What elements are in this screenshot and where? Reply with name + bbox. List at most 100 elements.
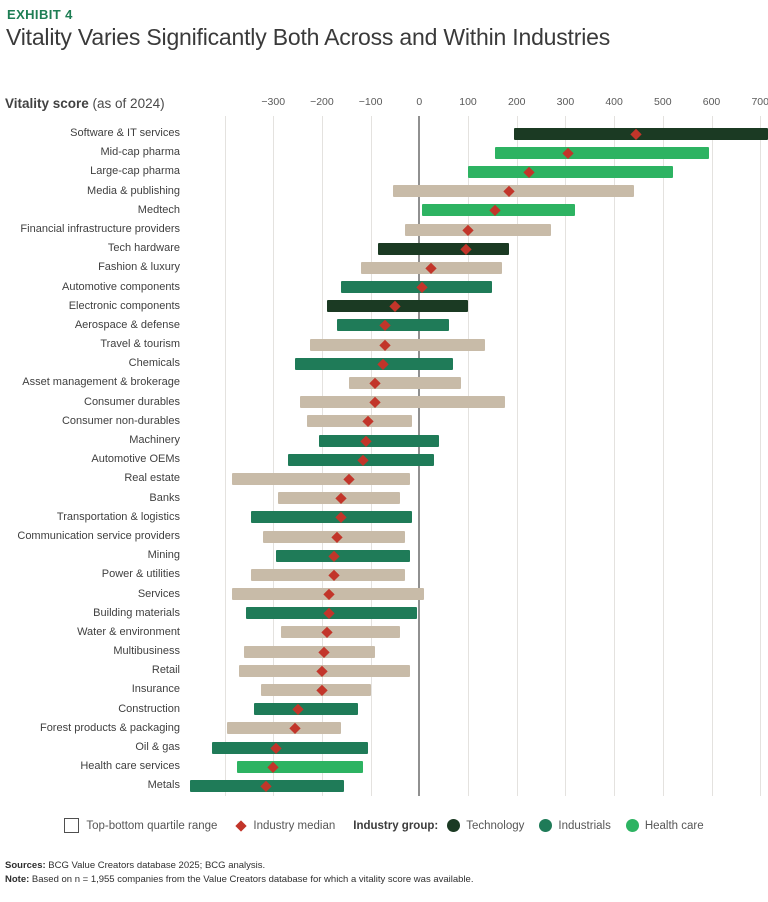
quartile-range-bar [404, 223, 551, 236]
chart-row [188, 623, 768, 642]
row-label: Oil & gas [135, 741, 180, 753]
row-label: Mid-cap pharma [100, 146, 180, 159]
row-label: Metals [147, 779, 180, 792]
row-label: Communication service providers [17, 529, 180, 542]
chart-row [188, 527, 768, 546]
row-label: Power & utilities [101, 568, 180, 581]
chart-row [188, 565, 768, 584]
chart-row [188, 143, 768, 162]
axis-tick-label: −300 [261, 96, 286, 108]
legend-item-median: Industry median [235, 820, 335, 832]
quartile-range-bar [336, 319, 449, 332]
row-label: Automotive components [61, 280, 180, 293]
row-label: Travel & tourism [100, 338, 180, 351]
legend: Top-bottom quartile range Industry media… [0, 818, 768, 833]
gridline [565, 116, 567, 796]
row-label: Building materials [93, 606, 180, 619]
legend-healthcare-label: Health care [644, 819, 704, 832]
quartile-range-bar [253, 703, 359, 716]
axis-tick-label: 600 [702, 96, 721, 108]
gridline [614, 116, 616, 796]
axis-tick-label: 300 [556, 96, 575, 108]
row-label: Aerospace & defense [74, 318, 180, 331]
chart-row [188, 239, 768, 258]
quartile-range-bar [212, 741, 369, 754]
chart-row [188, 316, 768, 335]
row-label: Mining [147, 549, 180, 562]
legend-item-healthcare: Health care [625, 819, 704, 832]
row-label: Electronic components [68, 299, 180, 312]
page-title: Vitality Varies Significantly Both Acros… [6, 24, 610, 50]
row-label: Media & publishing [87, 184, 180, 197]
axis-tick-label: −200 [310, 96, 334, 108]
footer-note-label: Note: [5, 873, 30, 885]
axis-tick-label: 400 [605, 96, 623, 108]
row-label: Real estate [124, 472, 180, 485]
chart-row [188, 393, 768, 412]
chart-row [188, 546, 768, 565]
footer-sources: Sources: BCG Value Creators database 202… [5, 859, 473, 873]
chart-row [188, 162, 768, 181]
legend-industrials-label: Industrials [558, 819, 611, 832]
chart-row [188, 661, 768, 680]
quartile-range-bar [236, 760, 364, 773]
technology-swatch-icon [447, 819, 461, 832]
row-label: Services [137, 587, 180, 600]
row-label: Financial infrastructure providers [20, 222, 180, 235]
legend-group-title-label: Industry group: [353, 819, 439, 832]
chart-row [188, 680, 768, 699]
chart-row [188, 469, 768, 488]
row-label: Forest products & packaging [39, 721, 180, 734]
row-label: Retail [151, 664, 180, 677]
legend-median-label: Industry median [253, 819, 336, 832]
footer: Sources: BCG Value Creators database 202… [5, 859, 473, 886]
x-axis: −300 −200 −100 0 100 200 300 400 500 600 700 [188, 96, 768, 110]
gridline [711, 116, 713, 796]
gridline [273, 116, 275, 796]
row-label: Asset management & brokerage [22, 376, 180, 389]
chart-row [188, 508, 768, 527]
axis-tick-label: −100 [358, 96, 383, 108]
chart-row [188, 642, 768, 661]
chart-row [188, 201, 768, 220]
chart-row [188, 354, 768, 373]
legend-quartile-label: Top-bottom quartile range [86, 819, 218, 832]
row-labels-column: Software & IT services Mid-cap pharma Larg… [0, 124, 180, 796]
chart-row [188, 719, 768, 738]
chart-row [188, 450, 768, 469]
industrials-swatch-icon [539, 819, 553, 832]
chart-row [188, 124, 768, 143]
vitality-chart: −300 −200 −100 0 100 200 300 400 500 600 700 [188, 96, 768, 796]
chart-row [188, 431, 768, 450]
row-label: Software & IT services [70, 127, 180, 139]
quartile-range-bar [309, 338, 486, 351]
row-label: Multibusiness [113, 645, 180, 658]
chart-row [188, 700, 768, 719]
row-label: Chemicals [128, 357, 180, 370]
quartile-range-bar [319, 434, 439, 447]
chart-row [188, 604, 768, 623]
chart-row [188, 489, 768, 508]
quartile-range-bar [377, 242, 510, 255]
gridline [760, 116, 762, 796]
axis-title: Vitality score (as of 2024) [5, 96, 165, 111]
gridline [516, 116, 518, 796]
row-label: Fashion & luxury [98, 261, 180, 274]
legend-item-quartile-range: Top-bottom quartile range [64, 818, 217, 833]
rows-area [188, 124, 768, 796]
footer-note: Note: Based on n = 1,955 companies from … [5, 873, 473, 887]
chart-row [188, 776, 768, 795]
row-label: Machinery [129, 434, 180, 446]
quartile-range-bar [348, 377, 461, 390]
row-label: Transportation & logistics [56, 510, 180, 523]
row-label: Insurance [131, 683, 180, 696]
quartile-range-bar [244, 645, 376, 658]
quartile-range-bar [468, 165, 673, 178]
chart-row [188, 757, 768, 776]
quartile-range-swatch-icon [64, 818, 80, 833]
chart-row [188, 585, 768, 604]
chart-row [188, 278, 768, 297]
axis-tick-label: 0 [416, 96, 423, 108]
row-label: Automotive OEMs [91, 453, 180, 466]
chart-row [188, 297, 768, 316]
